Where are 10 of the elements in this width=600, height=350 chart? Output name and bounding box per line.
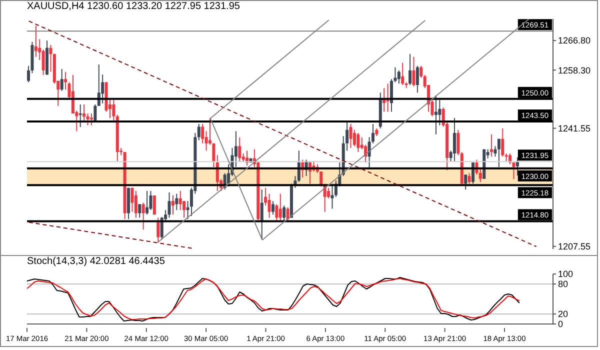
y-tick-label: 1266.80	[558, 36, 591, 46]
y-tick-label: 20	[558, 309, 568, 320]
chart-title: Stoch(14,3,3) 42.0281 46.4435	[26, 256, 166, 268]
y-tick-label: 100	[558, 269, 574, 280]
y-tick-label: 0	[558, 319, 564, 330]
y-tick-label: 1258.30	[558, 65, 591, 76]
y-tick-label: 1207.55	[558, 242, 591, 252]
y-tick-label: 1241.55	[558, 123, 591, 134]
chart-title: XAUUSD,H4 1230.60 1233.20 1227.95 1231.95	[26, 1, 241, 13]
y-tick-label: 80	[558, 279, 568, 290]
